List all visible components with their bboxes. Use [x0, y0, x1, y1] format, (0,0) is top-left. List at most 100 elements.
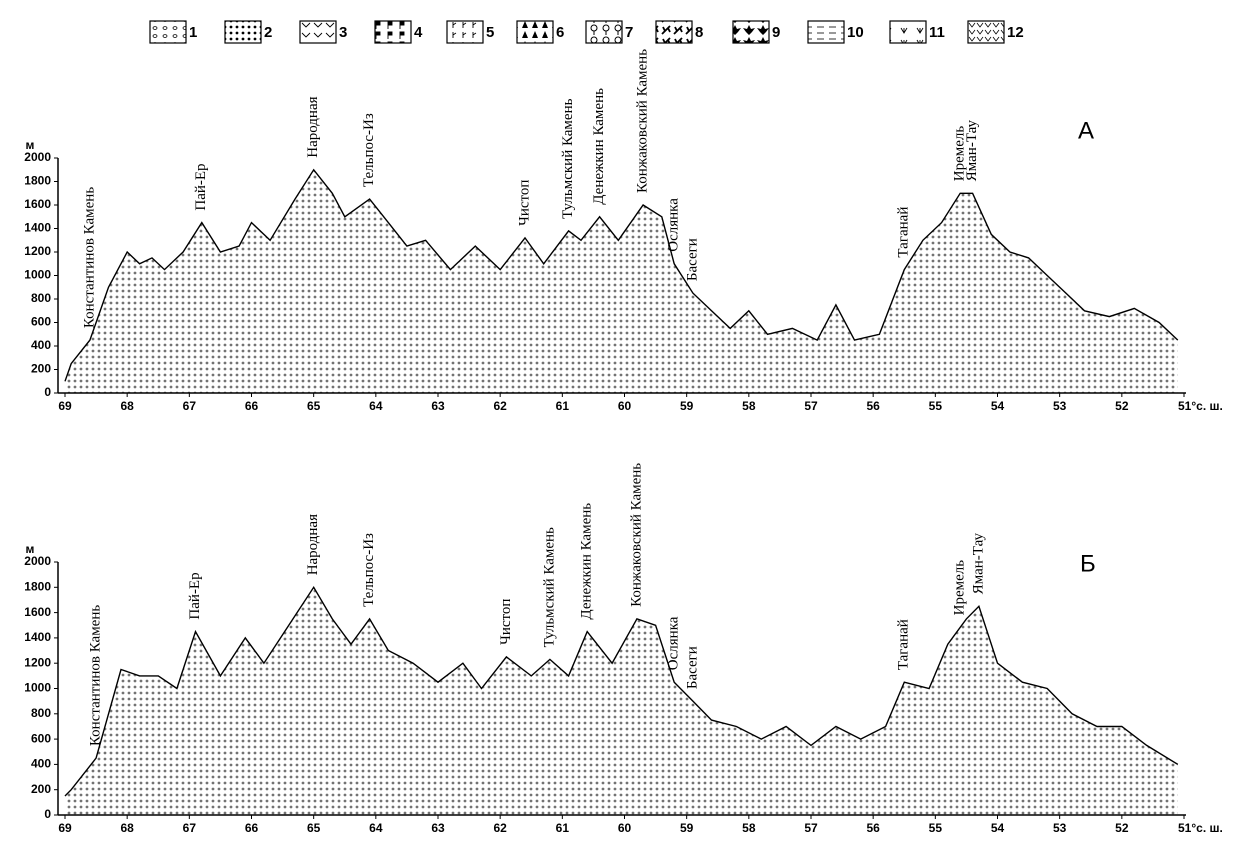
x-tick-label: 63 [431, 399, 445, 413]
x-tick-label: 54 [991, 399, 1005, 413]
x-tick-label: 59 [680, 399, 694, 413]
x-tick-label: 68 [120, 399, 134, 413]
peak-label: Константинов Камень [88, 605, 104, 746]
peak-label: Народная [305, 96, 321, 157]
y-tick-label: 1000 [24, 681, 51, 695]
x-tick-label: 63 [431, 821, 445, 835]
x-tick-label: 68 [120, 821, 134, 835]
peak-label: Конжаковский Камень [635, 49, 651, 193]
x-tick-label: 55 [929, 821, 943, 835]
x-tick-label: 69 [58, 821, 72, 835]
x-tick-label: 61 [556, 399, 570, 413]
peak-label: Таганай [896, 619, 912, 670]
x-tick-label: 52 [1115, 399, 1129, 413]
y-tick-label: 1400 [24, 221, 51, 235]
legend-label: 7 [625, 24, 633, 41]
y-tick-label: 1400 [24, 630, 51, 644]
panels: Ам02004006008001000120014001600180020006… [24, 49, 1223, 835]
y-tick-label: 200 [31, 362, 51, 376]
peak-label: Тульмский Камень [541, 527, 557, 647]
peak-label: Тульмский Камень [560, 98, 576, 218]
legend-swatch [732, 20, 770, 44]
x-tick-label: 55 [929, 399, 943, 413]
y-tick-label: 200 [31, 782, 51, 796]
peak-label: Чистоп [516, 180, 532, 226]
legend-label: 12 [1007, 24, 1024, 41]
peak-label: Народная [305, 514, 321, 575]
legend-label: 2 [264, 24, 272, 41]
legend-swatch [889, 20, 927, 44]
y-tick-label: 800 [31, 291, 51, 305]
x-tick-label: 54 [991, 821, 1005, 835]
y-tick-label: 2000 [24, 554, 51, 568]
x-tick-label: 62 [493, 399, 507, 413]
peak-label: Таганай [896, 207, 912, 258]
x-tick-label: 69 [58, 399, 72, 413]
legend-swatch [374, 20, 412, 44]
x-tick-label: 59 [680, 821, 694, 835]
legend-swatch [585, 20, 623, 44]
x-tick-label: 56 [866, 821, 880, 835]
peak-label: Тельпос-Из [361, 533, 377, 607]
y-tick-label: 800 [31, 706, 51, 720]
peak-label: Пай-Ер [193, 163, 209, 210]
x-tick-label: 53 [1053, 821, 1067, 835]
peak-label: Ослянка [666, 616, 682, 670]
legend-label: 9 [772, 24, 780, 41]
peak-label: Яман-Тау [970, 533, 986, 595]
y-tick-label: 400 [31, 338, 51, 352]
x-tick-label: 60 [618, 821, 632, 835]
legend-label: 1 [189, 24, 197, 41]
legend-swatch [967, 20, 1005, 44]
peak-label: Денежкин Камень [579, 503, 595, 620]
x-tick-label: 65 [307, 821, 321, 835]
y-tick-label: 1600 [24, 197, 51, 211]
panel-label: Б [1080, 550, 1096, 577]
peak-label: Иремель [952, 126, 968, 182]
y-tick-label: 1800 [24, 174, 51, 188]
peak-label: Яман-Тау [964, 119, 980, 181]
y-tick-label: 1600 [24, 605, 51, 619]
x-tick-label: 53 [1053, 399, 1067, 413]
x-tick-label: 64 [369, 821, 383, 835]
y-tick-label: 0 [44, 807, 51, 821]
panel: Бм 0 200 400 600 800 1000 1200 1400 1600 1800 2000 6… [24, 463, 1223, 835]
legend-label: 5 [486, 24, 494, 41]
profile-fill [65, 587, 1178, 815]
x-tick-label: 56 [866, 399, 880, 413]
x-tick-label: 57 [804, 821, 818, 835]
x-tick-label: 66 [245, 399, 259, 413]
profile-line [64, 168, 1179, 382]
legend-swatch [516, 20, 554, 44]
y-tick-label: 1800 [24, 579, 51, 593]
panel: Ам 0 200 400 600 800 1000 1200 1400 1600 1800 2000 6… [24, 49, 1223, 413]
x-tick-label: 66 [245, 821, 259, 835]
peak-label: Басеги [684, 238, 700, 281]
y-axis-label: м [26, 542, 35, 556]
x-tick-label: 65 [307, 399, 321, 413]
peak-label: Тельпос-Из [361, 113, 377, 187]
x-tick-label: 57 [804, 399, 818, 413]
x-tick-label: 67 [183, 399, 197, 413]
y-tick-label: 400 [31, 757, 51, 771]
x-tick-label: 58 [742, 399, 756, 413]
y-axis-label: м [26, 138, 35, 152]
legend-swatch [807, 20, 845, 44]
x-tick-label: 51°с. ш. [1178, 399, 1223, 413]
peak-label: Иремель [952, 560, 968, 616]
y-tick-label: 600 [31, 315, 51, 329]
x-tick-label: 51°с. ш. [1178, 821, 1223, 835]
legend-label: 11 [929, 24, 945, 41]
legend-label: 6 [556, 24, 564, 41]
legend-label: 3 [339, 24, 347, 41]
legend-swatch [655, 20, 693, 44]
peak-label: Чистоп [498, 599, 514, 645]
peak-label: Константинов Камень [81, 187, 97, 328]
legend-swatch [446, 20, 484, 44]
x-tick-label: 52 [1115, 821, 1129, 835]
x-tick-label: 67 [183, 821, 197, 835]
legend: 1 2 3 4 5 6 7 8 9 10 11 12 [149, 20, 1024, 44]
peak-label: Ослянка [666, 198, 682, 252]
